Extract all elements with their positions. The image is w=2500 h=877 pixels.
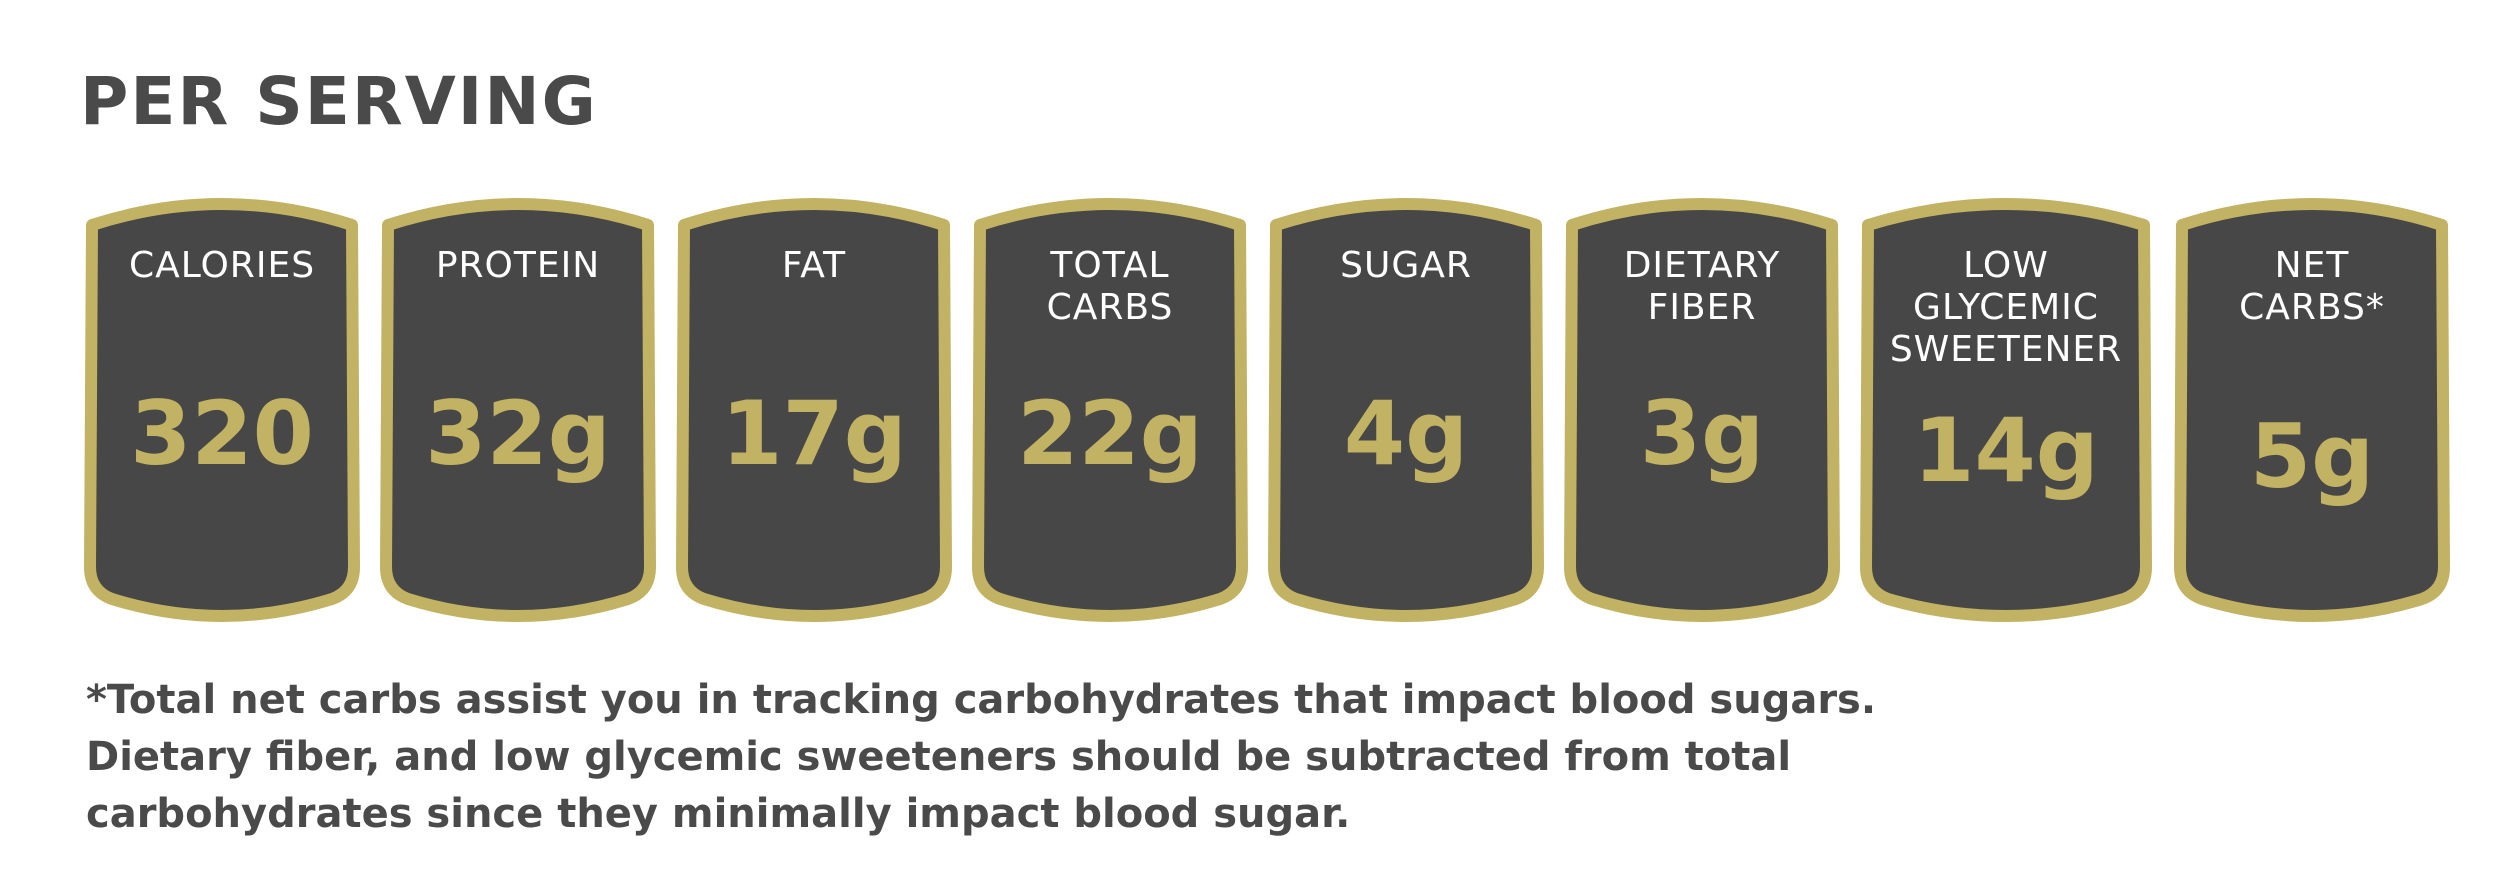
nutrition-panel-net-carbs: NET CARBS* 5g — [2174, 195, 2450, 627]
panel-value: 5g — [2249, 405, 2375, 508]
panel-value: 32g — [425, 382, 611, 485]
panel-label: DIETARY FIBER — [1623, 245, 1781, 328]
panel-shape — [972, 198, 1248, 622]
panel-label: FAT — [781, 245, 847, 286]
nutrition-panel-low-glycemic-sweetener: LOW GLYCEMIC SWEETENER 14g — [1860, 195, 2152, 627]
footnote: *Total net carbs assist you in tracking … — [86, 672, 2386, 843]
panel-label: CALORIES — [128, 245, 316, 286]
footnote-line: carbohydrates since they minimally impac… — [86, 791, 1351, 837]
nutrition-panel-calories: CALORIES 320 — [84, 195, 360, 627]
panel-value: 3g — [1639, 382, 1765, 485]
nutrition-panel-dietary-fiber: DIETARY FIBER 3g — [1564, 195, 1840, 627]
panel-value: 4g — [1343, 382, 1469, 485]
nutrition-panel-total-carbs: TOTAL CARBS 22g — [972, 195, 1248, 627]
panel-label: TOTAL CARBS — [1046, 245, 1174, 328]
panel-value: 320 — [130, 382, 314, 485]
footnote-line: Dietary fiber, and low glycemic sweetene… — [86, 734, 1792, 780]
panel-value: 17g — [721, 382, 907, 485]
panel-shape — [380, 198, 656, 622]
panel-value: 22g — [1017, 382, 1203, 485]
footnote-line: *Total net carbs assist you in tracking … — [86, 677, 1877, 723]
panel-label: SUGAR — [1340, 245, 1472, 286]
nutrition-panels: CALORIES 320 PROTEIN 32g FAT 17g TOTAL CARB… — [0, 195, 2500, 630]
panel-shape — [2174, 198, 2450, 622]
nutrition-panel-fat: FAT 17g — [676, 195, 952, 627]
panel-shape — [84, 198, 360, 622]
panel-value: 14g — [1913, 399, 2099, 502]
page-title: PER SERVING — [80, 63, 598, 140]
panel-shape — [1860, 198, 2152, 622]
panel-shape — [676, 198, 952, 622]
panel-label: PROTEIN — [435, 245, 601, 286]
panel-shape — [1564, 198, 1840, 622]
panel-label: NET CARBS* — [2239, 245, 2385, 328]
panel-label: LOW GLYCEMIC SWEETENER — [1889, 245, 2123, 370]
nutrition-panel-protein: PROTEIN 32g — [380, 195, 656, 627]
nutrition-panel-sugar: SUGAR 4g — [1268, 195, 1544, 627]
panel-shape — [1268, 198, 1544, 622]
